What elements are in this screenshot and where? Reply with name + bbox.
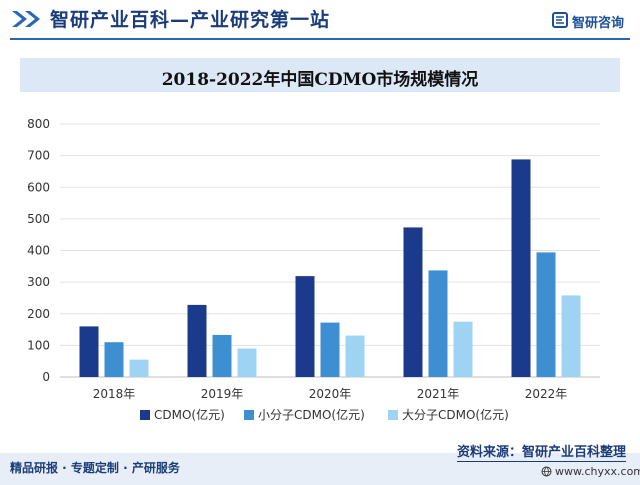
bar <box>511 159 531 377</box>
y-tick-label: 400 <box>27 244 50 258</box>
logo-icon <box>552 12 568 28</box>
x-tick-label: 2020年 <box>309 387 352 401</box>
y-tick-label: 100 <box>27 338 50 352</box>
y-tick-label: 600 <box>27 180 50 194</box>
footer-url[interactable]: www.chyxx.com <box>555 465 640 478</box>
footer-band <box>0 453 640 485</box>
y-tick-label: 200 <box>27 307 50 321</box>
legend-swatch <box>388 410 398 420</box>
bar <box>79 326 99 377</box>
source-label: 资料来源：智研产业百科整理 <box>457 441 627 462</box>
bar <box>561 295 581 377</box>
globe-icon <box>541 466 552 477</box>
grid-lines <box>60 123 600 378</box>
x-tick-label: 2019年 <box>201 387 244 401</box>
bar <box>320 322 340 377</box>
bar <box>104 342 124 377</box>
legend-swatch <box>244 410 254 420</box>
y-tick-label: 0 <box>42 370 50 384</box>
header-divider <box>10 38 630 40</box>
bar <box>129 359 149 377</box>
y-axis-ticks: 0 100 200 300 400 500 600 700 800 <box>27 117 50 384</box>
y-tick-label: 800 <box>27 117 50 131</box>
bar <box>295 276 315 377</box>
y-tick-label: 700 <box>27 149 50 163</box>
footer-services: 精品研报 · 专题定制 · 产研服务 <box>10 461 180 475</box>
legend: CDMO(亿元) 小分子CDMO(亿元) 大分子CDMO(亿元) <box>140 407 509 422</box>
bar-chart: 0 100 200 300 400 500 600 700 800 2018年 2019年 2020… <box>27 117 600 422</box>
site-title: 智研产业百科—产业研究第一站 <box>50 9 331 31</box>
y-tick-label: 300 <box>27 275 50 289</box>
legend-label: 小分子CDMO(亿元) <box>258 407 365 422</box>
double-arrow-icon <box>12 11 40 27</box>
bar <box>453 321 473 377</box>
x-tick-label: 2018年 <box>93 387 136 401</box>
x-tick-label: 2021年 <box>417 387 460 401</box>
bars <box>79 159 581 377</box>
logo-text: 智研咨询 <box>572 16 625 31</box>
x-axis-ticks: 2018年 2019年 2020年 2021年 2022年 <box>93 387 568 401</box>
legend-label: CDMO(亿元) <box>154 407 225 422</box>
bar <box>536 252 556 377</box>
x-tick-label: 2022年 <box>525 387 568 401</box>
chart-title: 2018-2022年中国CDMO市场规模情况 <box>161 70 479 90</box>
bar <box>345 335 365 377</box>
legend-label: 大分子CDMO(亿元) <box>402 407 509 422</box>
bar <box>428 270 448 377</box>
bar <box>187 304 207 377</box>
bar <box>212 334 232 377</box>
bar <box>403 227 423 377</box>
y-tick-label: 500 <box>27 212 50 226</box>
legend-swatch <box>140 410 150 420</box>
bar <box>237 348 257 377</box>
header: 智研产业百科—产业研究第一站 智研咨询 <box>0 0 640 40</box>
chart-title-band: 2018-2022年中国CDMO市场规模情况 <box>20 58 620 92</box>
